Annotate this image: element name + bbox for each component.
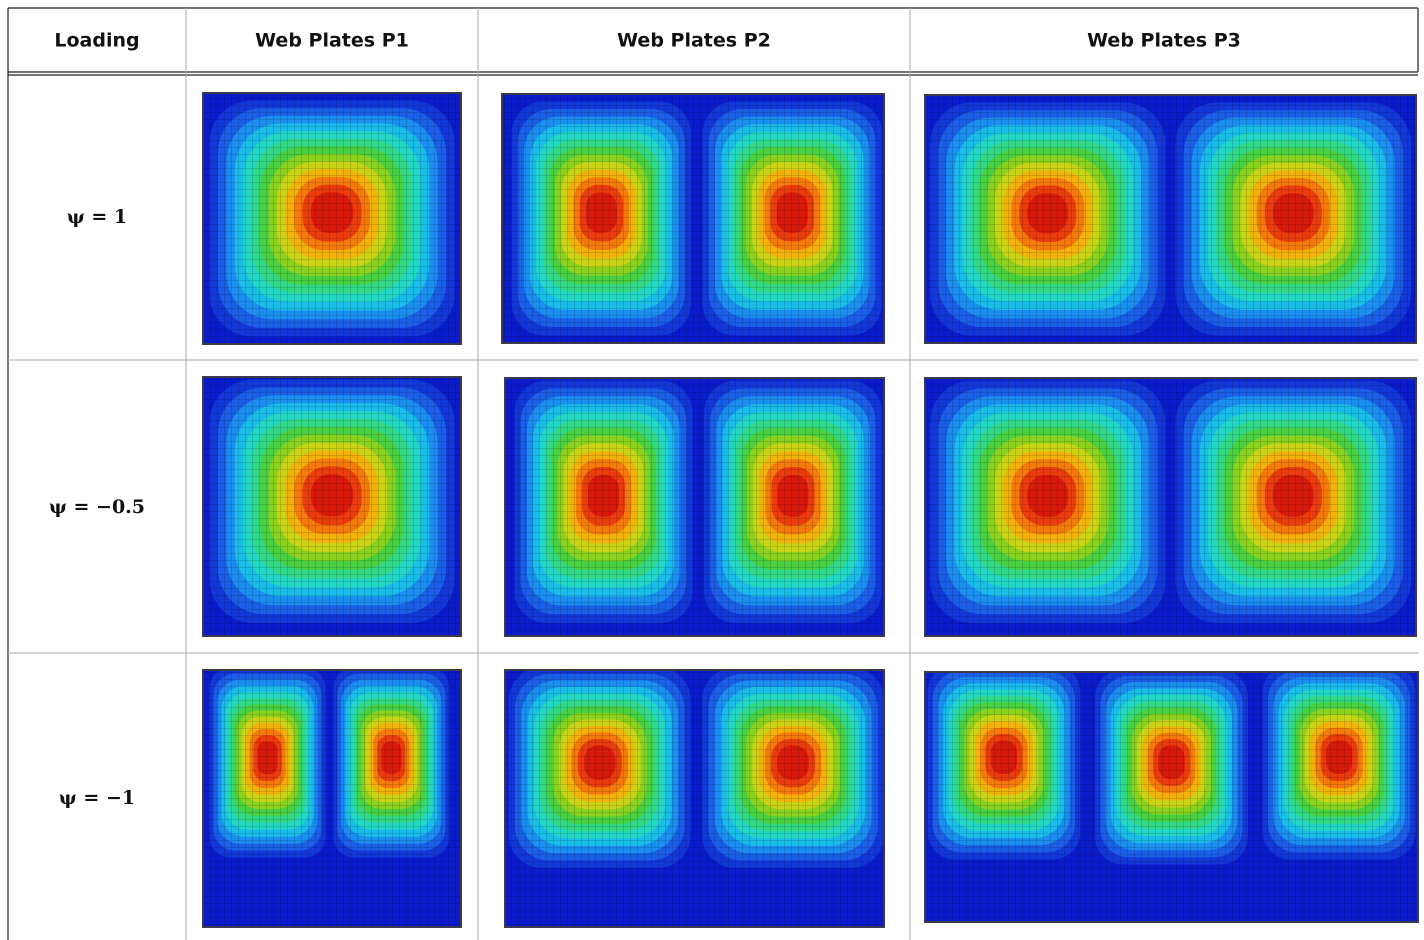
mesh-grid	[925, 95, 1416, 343]
plate-border	[924, 377, 1417, 637]
mesh-grid	[203, 377, 461, 636]
mode-shape-image	[924, 94, 1417, 344]
header-cell: Loading	[54, 30, 139, 52]
plate-border	[501, 93, 885, 344]
table-borders	[7, 7, 1419, 940]
header-cell: Web Plates P1	[255, 30, 409, 52]
mode-shape-image	[202, 669, 462, 928]
mode-shape-image	[504, 377, 885, 637]
mode-shape-image	[202, 92, 462, 345]
mesh-grid	[203, 670, 461, 927]
row-label: ψ = −0.5	[49, 496, 145, 518]
mesh-grid	[505, 378, 884, 636]
plate-border	[924, 94, 1417, 344]
plate-border	[202, 376, 462, 637]
row-label: ψ = −1	[59, 787, 135, 809]
mesh-grid	[925, 672, 1418, 922]
plate-border	[202, 669, 462, 928]
plate-border	[202, 92, 462, 345]
mode-shape-image	[924, 377, 1417, 637]
mode-shape-image	[924, 671, 1419, 923]
plate-border	[504, 377, 885, 637]
mode-shape-image	[504, 669, 885, 928]
mesh-grid	[502, 94, 884, 343]
mode-shape-image	[202, 376, 462, 637]
header-cell: Web Plates P2	[617, 30, 771, 52]
mode-shape-image	[501, 93, 885, 344]
header-cell: Web Plates P3	[1087, 30, 1241, 52]
row-label: ψ = 1	[67, 206, 127, 228]
plate-border	[924, 671, 1419, 923]
mesh-grid	[505, 670, 884, 927]
plate-border	[504, 669, 885, 928]
mesh-grid	[925, 378, 1416, 636]
mesh-grid	[203, 93, 461, 344]
mode-shapes	[202, 92, 1419, 928]
